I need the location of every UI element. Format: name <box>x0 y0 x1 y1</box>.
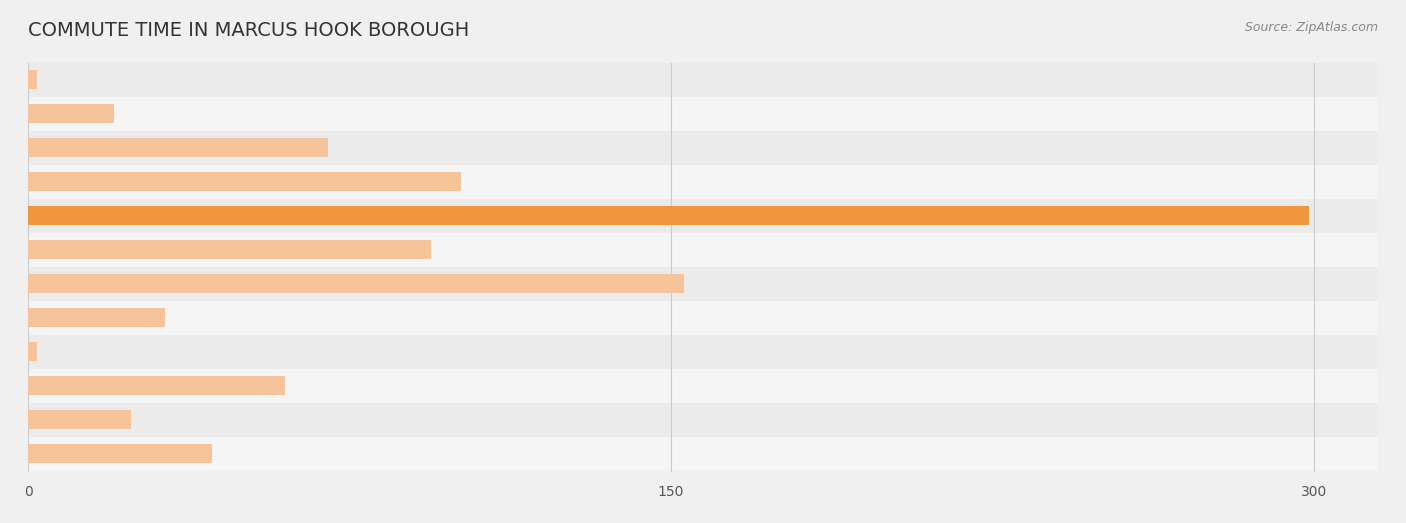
FancyBboxPatch shape <box>32 239 658 260</box>
Text: 153: 153 <box>700 277 727 291</box>
Circle shape <box>31 137 34 158</box>
Circle shape <box>165 309 166 327</box>
Circle shape <box>1308 207 1310 225</box>
Circle shape <box>31 103 34 124</box>
Text: Source: ZipAtlas.com: Source: ZipAtlas.com <box>1244 21 1378 34</box>
Text: 24: 24 <box>148 413 166 427</box>
Circle shape <box>211 445 214 463</box>
Text: 94: 94 <box>449 243 465 257</box>
FancyBboxPatch shape <box>32 341 658 362</box>
Bar <box>28 173 461 191</box>
FancyBboxPatch shape <box>32 273 658 294</box>
Text: 30 to 34 Minutes: 30 to 34 Minutes <box>284 276 406 291</box>
Text: 60: 60 <box>302 379 321 393</box>
Text: 40 to 44 Minutes: 40 to 44 Minutes <box>284 344 406 359</box>
Text: 20: 20 <box>131 107 149 121</box>
Text: 35 to 39 Minutes: 35 to 39 Minutes <box>284 310 406 325</box>
Circle shape <box>31 171 34 192</box>
Circle shape <box>430 241 432 259</box>
Text: 0: 0 <box>24 485 32 498</box>
Text: 60 to 89 Minutes: 60 to 89 Minutes <box>284 412 406 427</box>
Circle shape <box>284 377 287 395</box>
Text: 32: 32 <box>183 311 200 325</box>
Circle shape <box>31 307 34 328</box>
Text: 0: 0 <box>45 73 53 87</box>
FancyBboxPatch shape <box>32 307 658 328</box>
Text: 90 or more Minutes: 90 or more Minutes <box>274 446 416 461</box>
Circle shape <box>31 409 34 430</box>
Bar <box>28 309 166 327</box>
Circle shape <box>31 375 34 396</box>
Circle shape <box>31 273 34 294</box>
Text: 150: 150 <box>658 485 685 498</box>
Text: 101: 101 <box>478 175 505 189</box>
Circle shape <box>326 139 329 157</box>
Circle shape <box>31 239 34 260</box>
Circle shape <box>31 205 34 226</box>
Text: 25 to 29 Minutes: 25 to 29 Minutes <box>284 242 406 257</box>
FancyBboxPatch shape <box>32 171 658 192</box>
Bar <box>28 275 683 293</box>
Bar <box>28 241 430 259</box>
Text: COMMUTE TIME IN MARCUS HOOK BOROUGH: COMMUTE TIME IN MARCUS HOOK BOROUGH <box>28 21 470 40</box>
Text: 5 to 9 Minutes: 5 to 9 Minutes <box>292 106 398 121</box>
Text: 45 to 59 Minutes: 45 to 59 Minutes <box>284 378 406 393</box>
Text: 15 to 19 Minutes: 15 to 19 Minutes <box>284 174 406 189</box>
Bar <box>28 139 328 157</box>
FancyBboxPatch shape <box>32 409 658 430</box>
Text: 300: 300 <box>1301 485 1327 498</box>
FancyBboxPatch shape <box>32 375 658 396</box>
Text: 0: 0 <box>45 345 53 359</box>
Circle shape <box>682 275 685 293</box>
FancyBboxPatch shape <box>32 69 658 90</box>
Bar <box>28 343 35 361</box>
Bar <box>28 377 285 395</box>
FancyBboxPatch shape <box>32 205 658 226</box>
Text: Less than 5 Minutes: Less than 5 Minutes <box>271 72 419 87</box>
Text: 70: 70 <box>346 141 363 155</box>
Circle shape <box>31 443 34 464</box>
Circle shape <box>31 69 34 90</box>
Bar <box>28 105 114 123</box>
Bar <box>28 411 131 429</box>
Circle shape <box>460 173 463 191</box>
Bar <box>28 207 1309 225</box>
FancyBboxPatch shape <box>32 137 658 158</box>
Text: 299: 299 <box>1317 209 1344 223</box>
Circle shape <box>129 411 132 429</box>
Bar <box>28 445 212 463</box>
Text: 10 to 14 Minutes: 10 to 14 Minutes <box>284 140 406 155</box>
FancyBboxPatch shape <box>32 103 658 124</box>
Text: 43: 43 <box>229 447 247 461</box>
FancyBboxPatch shape <box>32 443 658 464</box>
Circle shape <box>112 105 115 123</box>
Circle shape <box>31 341 34 362</box>
Bar <box>28 71 35 89</box>
Text: 20 to 24 Minutes: 20 to 24 Minutes <box>284 208 408 223</box>
